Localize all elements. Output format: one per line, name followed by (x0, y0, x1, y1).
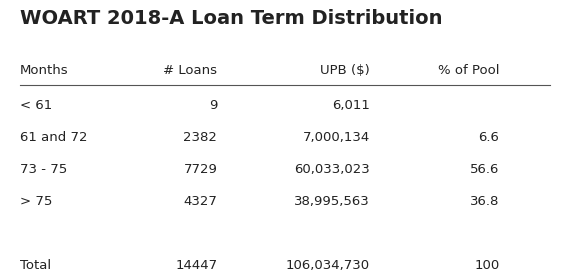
Text: 7,000,134: 7,000,134 (303, 131, 370, 144)
Text: 60,033,023: 60,033,023 (294, 163, 370, 176)
Text: 7729: 7729 (184, 163, 217, 176)
Text: # Loans: # Loans (163, 64, 217, 77)
Text: 6.6: 6.6 (479, 131, 499, 144)
Text: 56.6: 56.6 (470, 163, 499, 176)
Text: 61 and 72: 61 and 72 (20, 131, 87, 144)
Text: 4327: 4327 (184, 194, 217, 207)
Text: WOART 2018-A Loan Term Distribution: WOART 2018-A Loan Term Distribution (20, 9, 442, 28)
Text: Months: Months (20, 64, 68, 77)
Text: Total: Total (20, 259, 51, 272)
Text: 73 - 75: 73 - 75 (20, 163, 67, 176)
Text: 36.8: 36.8 (470, 194, 499, 207)
Text: < 61: < 61 (20, 99, 52, 112)
Text: 14447: 14447 (175, 259, 217, 272)
Text: > 75: > 75 (20, 194, 52, 207)
Text: UPB ($): UPB ($) (320, 64, 370, 77)
Text: 38,995,563: 38,995,563 (294, 194, 370, 207)
Text: 9: 9 (209, 99, 217, 112)
Text: % of Pool: % of Pool (438, 64, 499, 77)
Text: 100: 100 (474, 259, 499, 272)
Text: 6,011: 6,011 (332, 99, 370, 112)
Text: 106,034,730: 106,034,730 (286, 259, 370, 272)
Text: 2382: 2382 (184, 131, 217, 144)
